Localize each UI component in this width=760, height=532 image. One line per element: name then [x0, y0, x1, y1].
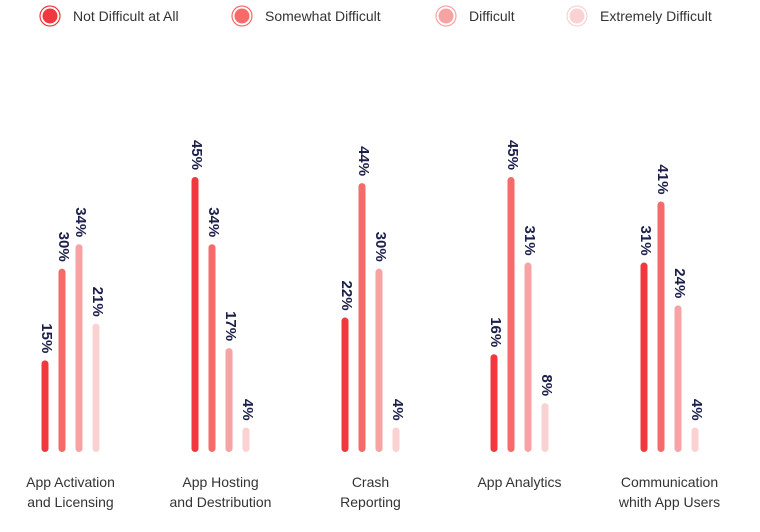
- legend-label-somewhat-difficult: Somewhat Difficult: [265, 8, 381, 24]
- value-label-app-analytics-somewhat-difficult: 45%: [504, 140, 521, 170]
- legend: Not Difficult at All Somewhat Difficult Di…: [39, 5, 712, 27]
- bar-app-activation-and-licensing-difficult: [75, 244, 83, 452]
- bar-app-hosting-and-destribution-difficult: [225, 348, 233, 452]
- value-label-app-hosting-and-destribution-extremely-difficult: 4%: [239, 399, 256, 421]
- value-label-app-hosting-and-destribution-difficult: 17%: [222, 311, 239, 341]
- value-label-communication-whith-app-users-not-difficult-at-all: 31%: [637, 226, 654, 256]
- legend-label-difficult: Difficult: [469, 8, 515, 24]
- bar-app-hosting-and-destribution-somewhat-difficult: [208, 244, 216, 452]
- category-label-app-hosting-and-destribution: App Hosting and Destribution: [170, 474, 272, 510]
- category-label-crash-reporting: Crash Reporting: [340, 474, 401, 510]
- value-label-app-hosting-and-destribution-somewhat-difficult: 34%: [205, 207, 222, 237]
- value-label-crash-reporting-difficult: 30%: [372, 232, 389, 262]
- bar-app-analytics-difficult: [524, 262, 532, 452]
- legend-label-not-difficult-at-all: Not Difficult at All: [73, 8, 179, 24]
- value-label-communication-whith-app-users-extremely-difficult: 4%: [688, 399, 705, 421]
- value-label-app-activation-and-licensing-difficult: 34%: [72, 207, 89, 237]
- bar-communication-whith-app-users-not-difficult-at-all: [640, 262, 648, 452]
- value-label-app-activation-and-licensing-not-difficult-at-all: 15%: [38, 323, 55, 353]
- legend-marker-difficult: [438, 8, 454, 24]
- value-label-communication-whith-app-users-difficult: 24%: [671, 268, 688, 298]
- value-label-crash-reporting-not-difficult-at-all: 22%: [338, 281, 355, 311]
- legend-marker-somewhat-difficult: [234, 8, 250, 24]
- category-labels: App Activation and Licensing App Hosting an…: [26, 474, 720, 510]
- bar-app-analytics-somewhat-difficult: [507, 177, 515, 452]
- value-label-communication-whith-app-users-somewhat-difficult: 41%: [654, 164, 671, 194]
- bar-app-hosting-and-destribution-extremely-difficult: [242, 427, 250, 452]
- bar-communication-whith-app-users-difficult: [674, 305, 682, 452]
- value-label-app-analytics-extremely-difficult: 8%: [538, 374, 555, 396]
- bar-communication-whith-app-users-extremely-difficult: [691, 427, 699, 452]
- value-label-app-analytics-difficult: 31%: [521, 226, 538, 256]
- value-labels: 15%30%34%21%45%34%17%4%22%44%30%4%16%45%…: [38, 140, 705, 421]
- bar-app-activation-and-licensing-extremely-difficult: [92, 323, 100, 452]
- value-label-app-hosting-and-destribution-not-difficult-at-all: 45%: [188, 140, 205, 170]
- legend-label-extremely-difficult: Extremely Difficult: [600, 8, 712, 24]
- bar-app-analytics-not-difficult-at-all: [490, 354, 498, 452]
- bar-crash-reporting-extremely-difficult: [392, 427, 400, 452]
- bar-app-analytics-extremely-difficult: [541, 403, 549, 452]
- value-label-crash-reporting-extremely-difficult: 4%: [389, 399, 406, 421]
- bar-crash-reporting-not-difficult-at-all: [341, 317, 349, 452]
- bar-communication-whith-app-users-somewhat-difficult: [657, 201, 665, 452]
- category-label-communication-whith-app-users: Communication whith App Users: [618, 474, 720, 510]
- category-label-app-activation-and-licensing: App Activation and Licensing: [26, 474, 115, 510]
- bar-crash-reporting-somewhat-difficult: [358, 183, 366, 452]
- bar-app-activation-and-licensing-somewhat-difficult: [58, 268, 66, 452]
- category-label-app-analytics: App Analytics: [477, 474, 561, 490]
- value-label-app-analytics-not-difficult-at-all: 16%: [487, 317, 504, 347]
- bar-app-activation-and-licensing-not-difficult-at-all: [41, 360, 49, 452]
- legend-marker-not-difficult-at-all: [42, 8, 58, 24]
- value-label-crash-reporting-somewhat-difficult: 44%: [355, 146, 372, 176]
- bars: [41, 177, 699, 452]
- bar-crash-reporting-difficult: [375, 268, 383, 452]
- value-label-app-activation-and-licensing-extremely-difficult: 21%: [89, 287, 106, 317]
- legend-marker-extremely-difficult: [569, 8, 585, 24]
- bar-app-hosting-and-destribution-not-difficult-at-all: [191, 177, 199, 452]
- value-label-app-activation-and-licensing-somewhat-difficult: 30%: [55, 232, 72, 262]
